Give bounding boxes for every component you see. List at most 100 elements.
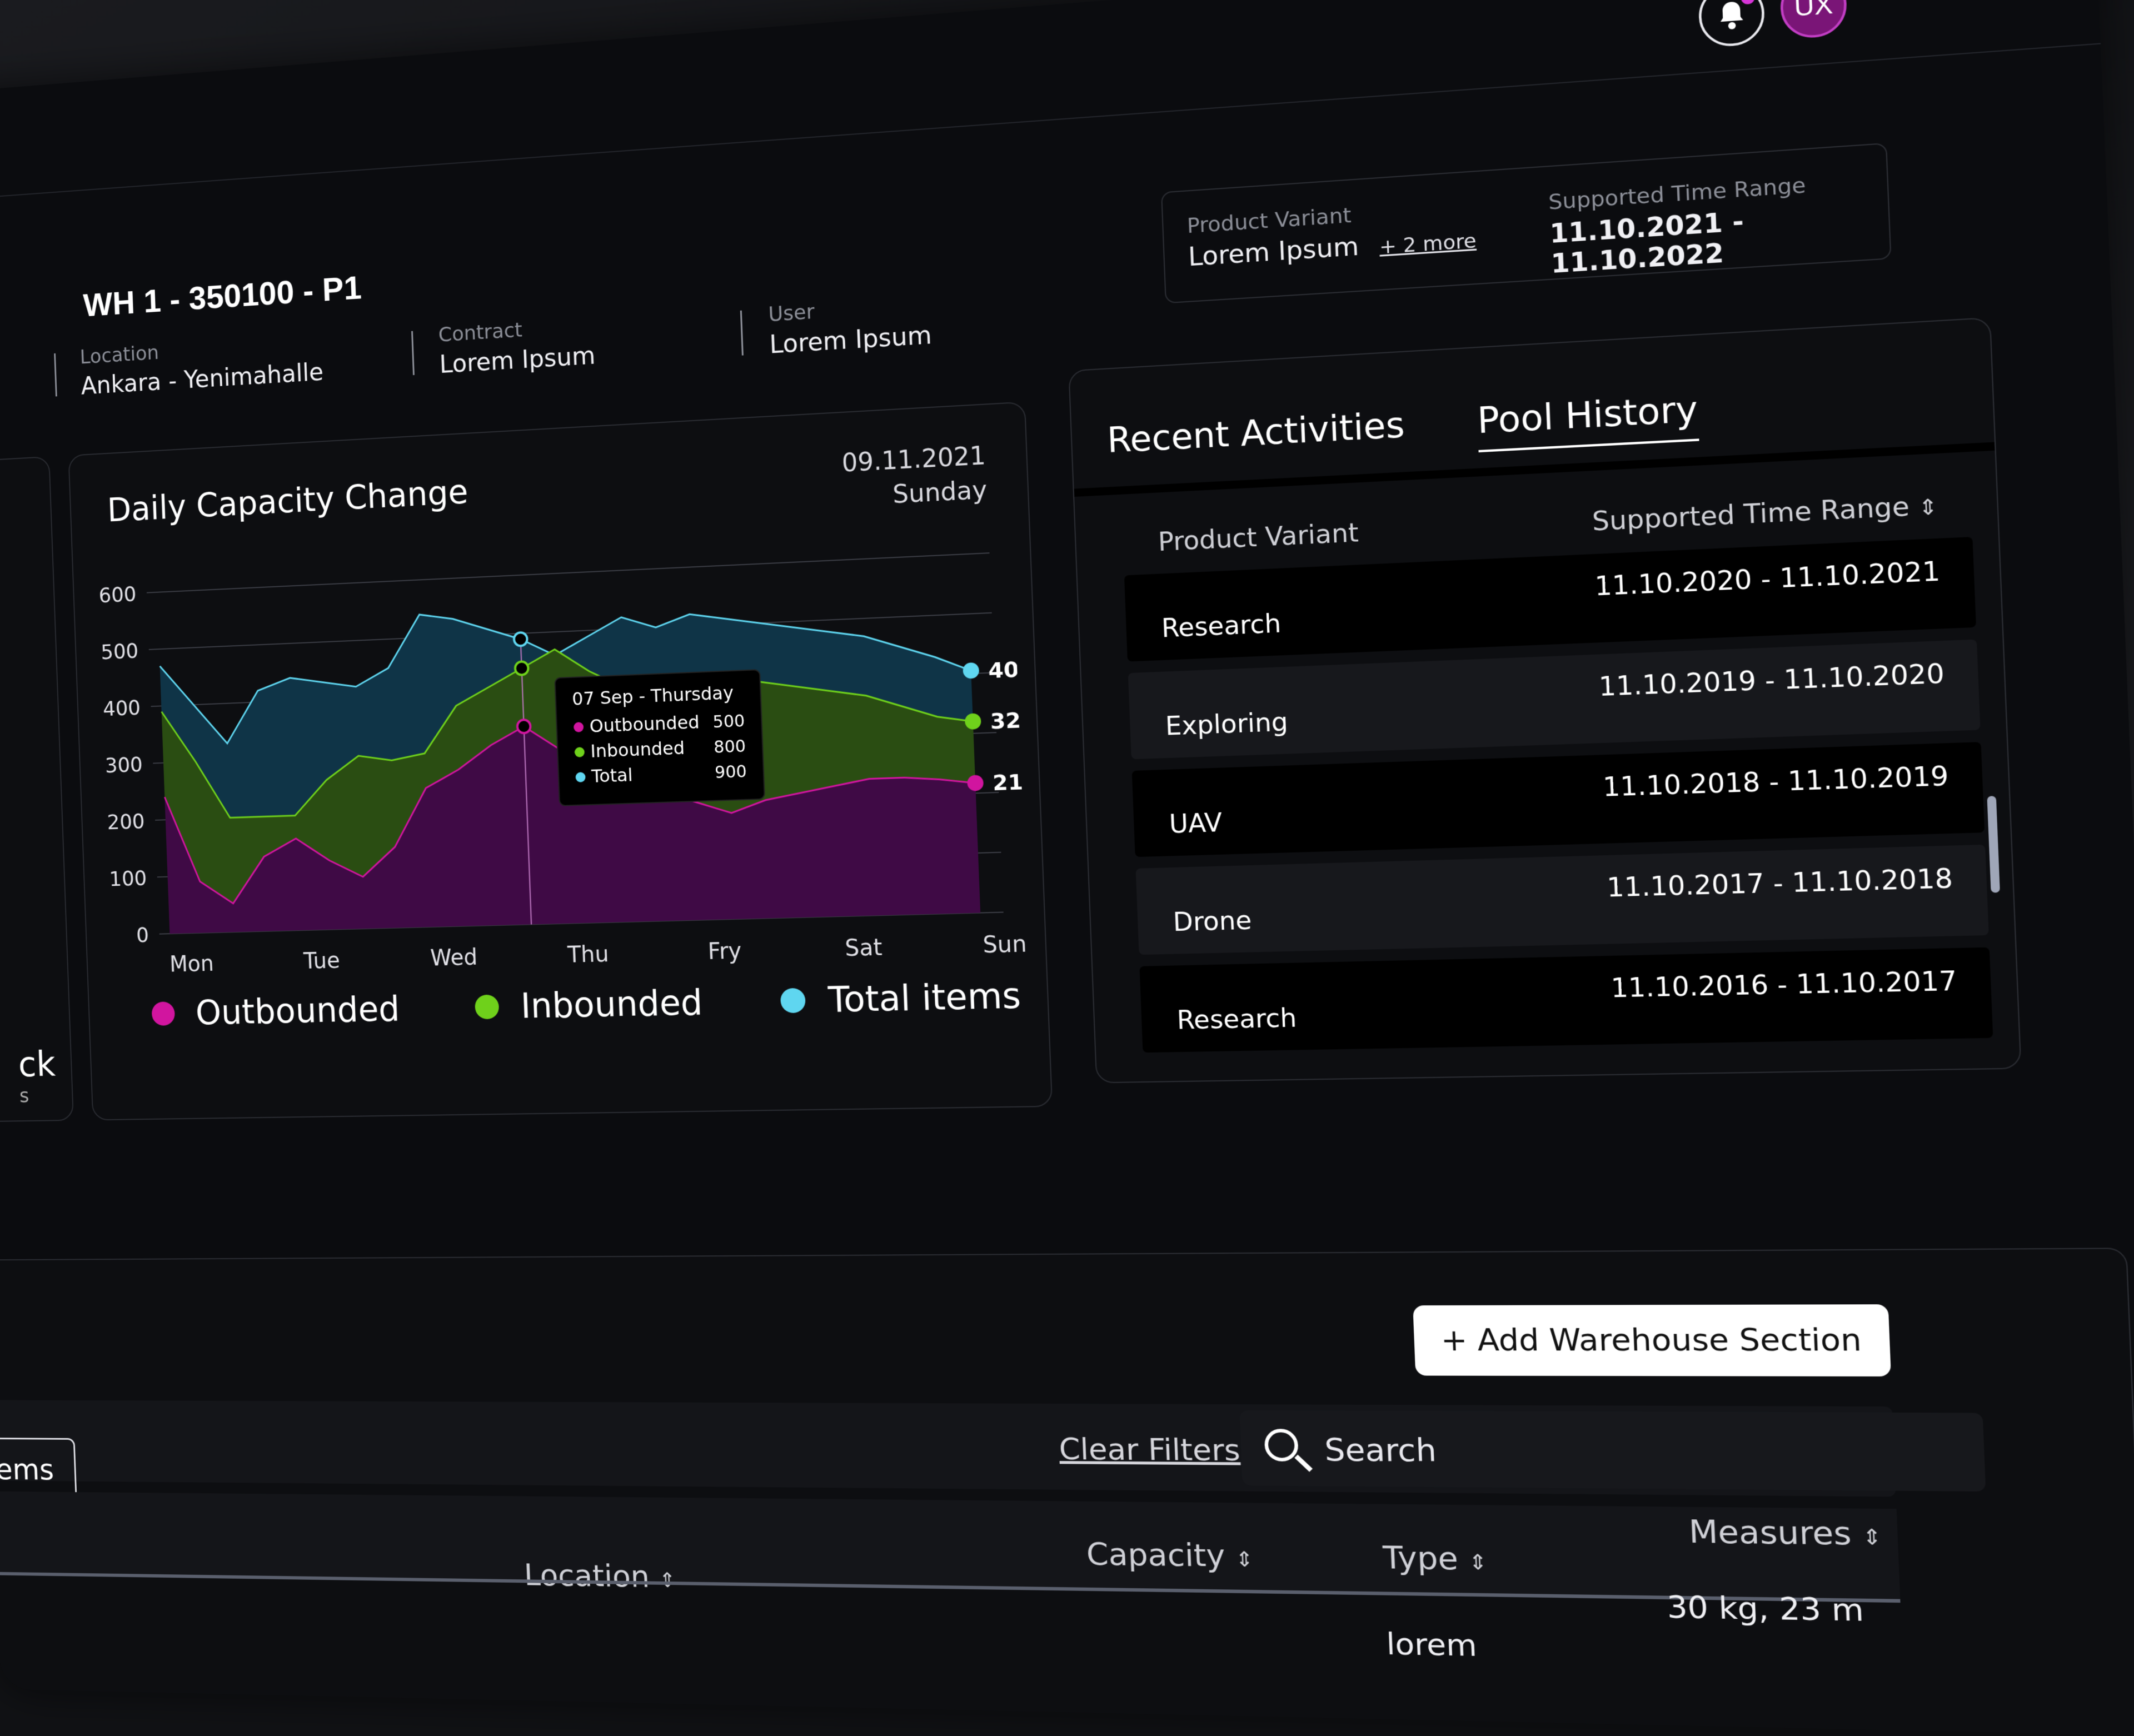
x-tick-label: Sat — [845, 935, 883, 962]
user-block: User Lorem Ipsum — [768, 293, 933, 359]
sort-icon[interactable]: ⇕ — [1468, 1550, 1488, 1575]
tooltip-row-value: 900 — [714, 761, 747, 782]
divider — [740, 311, 744, 356]
add-warehouse-section-button[interactable]: + Add Warehouse Section — [1413, 1304, 1891, 1376]
tab-pool-history[interactable]: Pool History — [1477, 389, 1699, 452]
row-variant: Research — [1176, 1004, 1298, 1035]
legend-total[interactable]: Total items — [780, 975, 1022, 1021]
y-tick-label: 0 — [136, 923, 149, 947]
chart-x-labels: Mon Tue Wed Thu Fry Sat Sun — [169, 931, 1028, 977]
search-icon — [1264, 1429, 1299, 1461]
tab-recent-activities[interactable]: Recent Activities — [1106, 405, 1405, 461]
warehouse-sections-card: + Add Warehouse Section tems Clear Filte… — [0, 1248, 2134, 1736]
avatar-initials: UX — [1793, 0, 1833, 23]
col-measures[interactable]: Measures ⇕ — [1688, 1513, 1883, 1552]
col-location-label: Location — [523, 1557, 650, 1594]
bell-icon[interactable] — [1698, 0, 1766, 48]
x-tick-label: Tue — [303, 948, 341, 974]
tooltip-row-label: Inbounded — [590, 738, 685, 762]
end-value-label: 217 — [992, 769, 1029, 796]
sections-table-header: Location ⇕ Capacity ⇕ Type ⇕ Measures ⇕ — [0, 1491, 1900, 1599]
product-variant-text: Lorem Ipsum — [1188, 232, 1359, 272]
col-type[interactable]: Type ⇕ — [1382, 1539, 1488, 1578]
sort-icon[interactable]: ⇕ — [1918, 495, 1938, 521]
cell-type: lorem — [1385, 1627, 1477, 1664]
cell-measures: 30 kg, 23 m — [1666, 1590, 1864, 1629]
sort-icon[interactable]: ⇕ — [1235, 1548, 1254, 1572]
left-stat-card: ck s — [0, 456, 74, 1124]
y-tick-label: 300 — [104, 752, 143, 777]
y-tick-label: 500 — [101, 638, 139, 664]
sort-icon[interactable]: ⇕ — [1862, 1525, 1882, 1550]
clear-filters-link[interactable]: Clear Filters — [1059, 1433, 1241, 1468]
grid-line — [147, 553, 990, 593]
contract-block: Contract Lorem Ipsum — [438, 314, 596, 379]
legend-dot-outbounded — [151, 1001, 175, 1026]
search-input[interactable]: Search — [1239, 1410, 1986, 1491]
stat-card-title: ck — [18, 1045, 56, 1085]
divider — [54, 353, 57, 397]
divider — [411, 331, 415, 375]
hover-point-marker — [517, 720, 530, 734]
sort-icon[interactable]: ⇕ — [659, 1569, 676, 1593]
list-item[interactable]: Exploring 11.10.2019 - 11.10.2020 — [1128, 640, 1981, 760]
list-item[interactable]: Research 11.10.2016 - 11.10.2017 — [1139, 947, 1993, 1053]
col-supported-time-range[interactable]: Supported Time Range ⇕ — [1592, 490, 1938, 537]
tooltip-row-value: 800 — [714, 736, 746, 757]
list-item[interactable]: Drone 11.10.2017 - 11.10.2018 — [1136, 845, 1989, 955]
col-measures-label: Measures — [1688, 1513, 1852, 1552]
x-tick-label: Wed — [430, 945, 478, 971]
row-variant: Exploring — [1165, 707, 1289, 741]
y-tick-label: 100 — [109, 866, 147, 891]
tooltip-row-value: 500 — [712, 711, 745, 731]
stat-card-text: ck s — [18, 1045, 57, 1108]
chart-title: Daily Capacity Change — [107, 472, 469, 530]
chart-date: 09.11.2021 Sunday — [841, 439, 988, 515]
col-product-variant: Product Variant — [1158, 518, 1359, 557]
avatar[interactable]: UX — [1779, 0, 1848, 40]
user-value: Lorem Ipsum — [769, 321, 933, 359]
y-tick-label: 400 — [102, 696, 141, 721]
hover-point-marker — [515, 661, 528, 675]
stat-card-sub: s — [19, 1084, 57, 1107]
capacity-chart: Mon Tue Wed Thu Fry Sat Sun 0 100 200 300 400 500 60… — [93, 512, 1029, 989]
variant-range-box: Product Variant Lorem Ipsum + 2 more Sup… — [1161, 143, 1892, 304]
x-tick-label: Sun — [983, 931, 1028, 959]
page-title: WH 1 - 350100 - P1 — [82, 268, 362, 324]
list-item[interactable]: UAV 11.10.2018 - 11.10.2019 — [1132, 742, 1985, 857]
row-range: 11.10.2020 - 11.10.2021 — [1594, 556, 1941, 602]
row-range: 11.10.2017 - 11.10.2018 — [1606, 864, 1953, 903]
row-range: 11.10.2016 - 11.10.2017 — [1611, 966, 1958, 1004]
col-supported-time-range-label: Supported Time Range — [1592, 492, 1910, 537]
user-label: User — [768, 293, 931, 326]
legend-inbounded[interactable]: Inbounded — [475, 982, 704, 1027]
location-block: Location Ankara - Yenimahalle — [79, 331, 324, 400]
legend-label-total: Total items — [827, 975, 1021, 1020]
tooltip-row-label: Total — [591, 765, 633, 787]
tooltip-row-label: Outbounded — [589, 712, 700, 737]
row-variant: UAV — [1169, 808, 1223, 839]
legend-label-inbounded: Inbounded — [520, 982, 704, 1026]
daily-capacity-card: Daily Capacity Change 09.11.2021 Sunday … — [68, 401, 1053, 1120]
col-capacity-label: Capacity — [1086, 1536, 1226, 1574]
col-capacity[interactable]: Capacity ⇕ — [1086, 1536, 1254, 1574]
list-item[interactable]: Research 11.10.2020 - 11.10.2021 — [1124, 537, 1976, 661]
row-variant: Research — [1161, 609, 1282, 643]
time-range-block: Supported Time Range 11.10.2021 - 11.10.… — [1548, 168, 1890, 279]
search-placeholder: Search — [1324, 1431, 1437, 1469]
add-warehouse-section-label: Add Warehouse Section — [1477, 1323, 1862, 1359]
list-scrollbar[interactable] — [1987, 796, 2000, 892]
chart-y-labels: 0 100 200 300 400 500 600 — [98, 582, 149, 947]
col-location[interactable]: Location ⇕ — [523, 1557, 676, 1594]
row-range: 11.10.2019 - 11.10.2020 — [1598, 659, 1945, 702]
more-variants-link[interactable]: + 2 more — [1379, 230, 1477, 259]
legend-outbounded[interactable]: Outbounded — [151, 989, 401, 1034]
end-value-label: 405 — [988, 656, 1029, 684]
row-variant: Drone — [1173, 906, 1253, 937]
col-type-label: Type — [1382, 1539, 1459, 1577]
chart-tooltip: 07 Sep - ThursdayOutbounded 500Inbounded 8… — [555, 670, 764, 806]
x-tick-label: Thu — [566, 941, 609, 968]
x-tick-label: Fry — [707, 938, 742, 965]
row-range: 11.10.2018 - 11.10.2019 — [1602, 761, 1949, 803]
legend-label-outbounded: Outbounded — [195, 989, 401, 1032]
